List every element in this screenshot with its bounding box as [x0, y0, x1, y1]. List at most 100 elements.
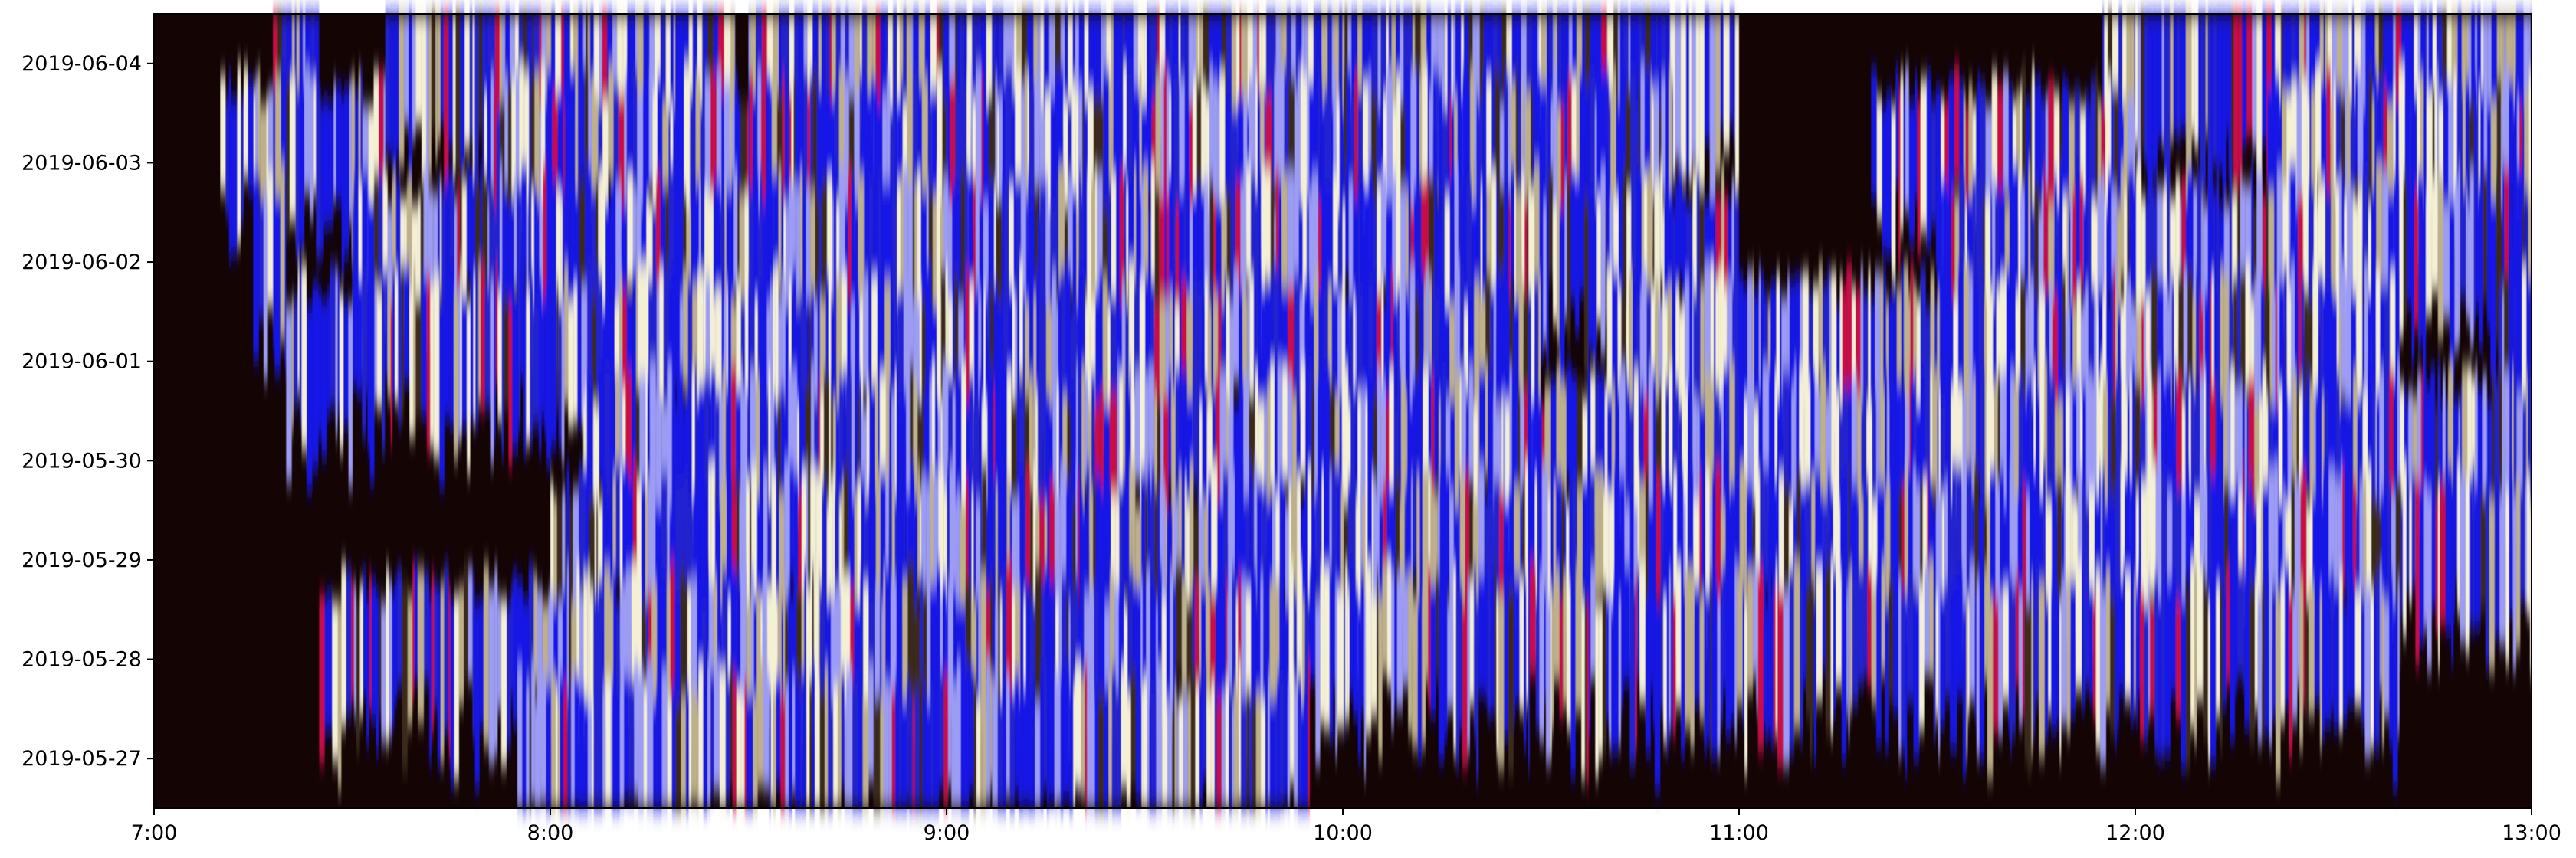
- heatmap-cell: [360, 70, 363, 208]
- heatmap-cell: [919, 672, 923, 808]
- heatmap-cell: [948, 581, 953, 716]
- heatmap-cell: [1046, 306, 1052, 418]
- heatmap-cell: [994, 186, 996, 365]
- heatmap-cell: [1360, 480, 1363, 632]
- heatmap-cell: [854, 492, 858, 618]
- heatmap-cell: [1281, 288, 1288, 420]
- heatmap-cell: [2371, 100, 2374, 226]
- heatmap-cell: [1321, 175, 1325, 337]
- heatmap-cell: [953, 586, 956, 722]
- heatmap-cell: [1548, 66, 1551, 224]
- heatmap-cell: [544, 292, 546, 435]
- heatmap-cell: [2443, 369, 2446, 480]
- heatmap-cell: [1233, 270, 1239, 382]
- heatmap-cell: [2286, 14, 2289, 139]
- heatmap-cell: [2309, 14, 2315, 132]
- heatmap-cell: [848, 167, 852, 300]
- heatmap-cell: [1249, 76, 1254, 217]
- heatmap-cell: [697, 584, 702, 712]
- heatmap-cell: [2087, 185, 2092, 296]
- heatmap-cell: [910, 463, 915, 650]
- heatmap-cell: [2246, 496, 2250, 624]
- heatmap-cell: [2400, 383, 2404, 499]
- heatmap-cell: [1708, 377, 1714, 531]
- heatmap-cell: [1315, 485, 1319, 597]
- heatmap-cell: [923, 587, 927, 749]
- heatmap-cell: [1470, 581, 1474, 705]
- heatmap-cell: [1908, 291, 1911, 470]
- heatmap-cell: [2399, 199, 2404, 338]
- heatmap-cell: [2306, 502, 2309, 618]
- heatmap-cell: [490, 282, 494, 464]
- heatmap-cell: [359, 584, 363, 716]
- heatmap-cell: [976, 597, 979, 745]
- heatmap-cell: [2061, 579, 2067, 725]
- heatmap-cell: [2342, 470, 2345, 591]
- heatmap-cell: [1662, 297, 1668, 428]
- heatmap-cell: [2227, 375, 2231, 516]
- heatmap-cell: [891, 578, 897, 698]
- heatmap-cell: [725, 385, 732, 514]
- heatmap-cell: [1315, 599, 1321, 765]
- heatmap-cell: [2275, 291, 2278, 437]
- heatmap-cell: [2482, 374, 2487, 525]
- heatmap-cell: [2312, 494, 2318, 617]
- heatmap-cell: [2171, 575, 2176, 696]
- heatmap-cell: [2311, 88, 2315, 215]
- heatmap-cell: [905, 493, 908, 640]
- heatmap-cell: [2197, 568, 2204, 699]
- heatmap-cell: [968, 171, 973, 329]
- heatmap-cell: [684, 578, 687, 745]
- heatmap-cell: [1758, 387, 1761, 516]
- heatmap-cell: [2423, 102, 2427, 260]
- heatmap-cell: [1770, 589, 1774, 746]
- heatmap-cell: [444, 564, 449, 733]
- heatmap-cell: [733, 171, 738, 290]
- heatmap-cell: [1219, 371, 1226, 555]
- heatmap-cell: [724, 81, 730, 236]
- heatmap-cell: [1885, 299, 1889, 480]
- heatmap-cell: [616, 692, 620, 808]
- heatmap-cell: [1650, 574, 1653, 689]
- heatmap-cell: [1625, 87, 1631, 222]
- heatmap-cell: [1841, 585, 1847, 761]
- heatmap-cell: [1478, 464, 1485, 601]
- heatmap-cell: [628, 79, 633, 251]
- heatmap-cell: [1729, 364, 1735, 518]
- heatmap-cell: [643, 685, 647, 808]
- heatmap-cell: [2235, 562, 2238, 692]
- heatmap-cell: [1167, 74, 1170, 238]
- heatmap-cell: [1186, 182, 1190, 308]
- heatmap-cell: [1442, 368, 1446, 541]
- heatmap-cell: [2371, 495, 2377, 615]
- heatmap-cell: [822, 178, 828, 291]
- heatmap-cell: [2417, 371, 2421, 535]
- heatmap-cell: [573, 286, 578, 423]
- heatmap-cell: [2203, 579, 2208, 737]
- heatmap-cell: [1985, 198, 1990, 369]
- heatmap-cell: [1056, 386, 1059, 529]
- heatmap-cell: [1336, 100, 1340, 237]
- heatmap-cell: [966, 480, 969, 597]
- heatmap-cell: [389, 579, 392, 736]
- heatmap-cell: [1453, 566, 1456, 753]
- heatmap-cell: [1663, 600, 1667, 742]
- heatmap-cell: [2362, 168, 2368, 294]
- heatmap-cell: [2272, 585, 2276, 719]
- heatmap-cell: [1898, 87, 1901, 269]
- heatmap-cell: [1419, 479, 1423, 639]
- heatmap-cell: [982, 461, 987, 641]
- heatmap-cell: [741, 697, 745, 808]
- heatmap-cell: [1421, 180, 1427, 292]
- heatmap-cell: [914, 603, 920, 745]
- heatmap-cell: [2194, 388, 2197, 506]
- heatmap-cell: [699, 384, 705, 518]
- heatmap-cell: [518, 265, 521, 429]
- heatmap-cell: [1066, 480, 1070, 605]
- heatmap-cell: [1734, 14, 1739, 188]
- heatmap-cell: [1440, 390, 1442, 529]
- heatmap-cell: [652, 90, 658, 262]
- heatmap-cell: [1186, 296, 1193, 470]
- heatmap-cell: [1075, 663, 1081, 788]
- heatmap-cell: [1626, 383, 1630, 562]
